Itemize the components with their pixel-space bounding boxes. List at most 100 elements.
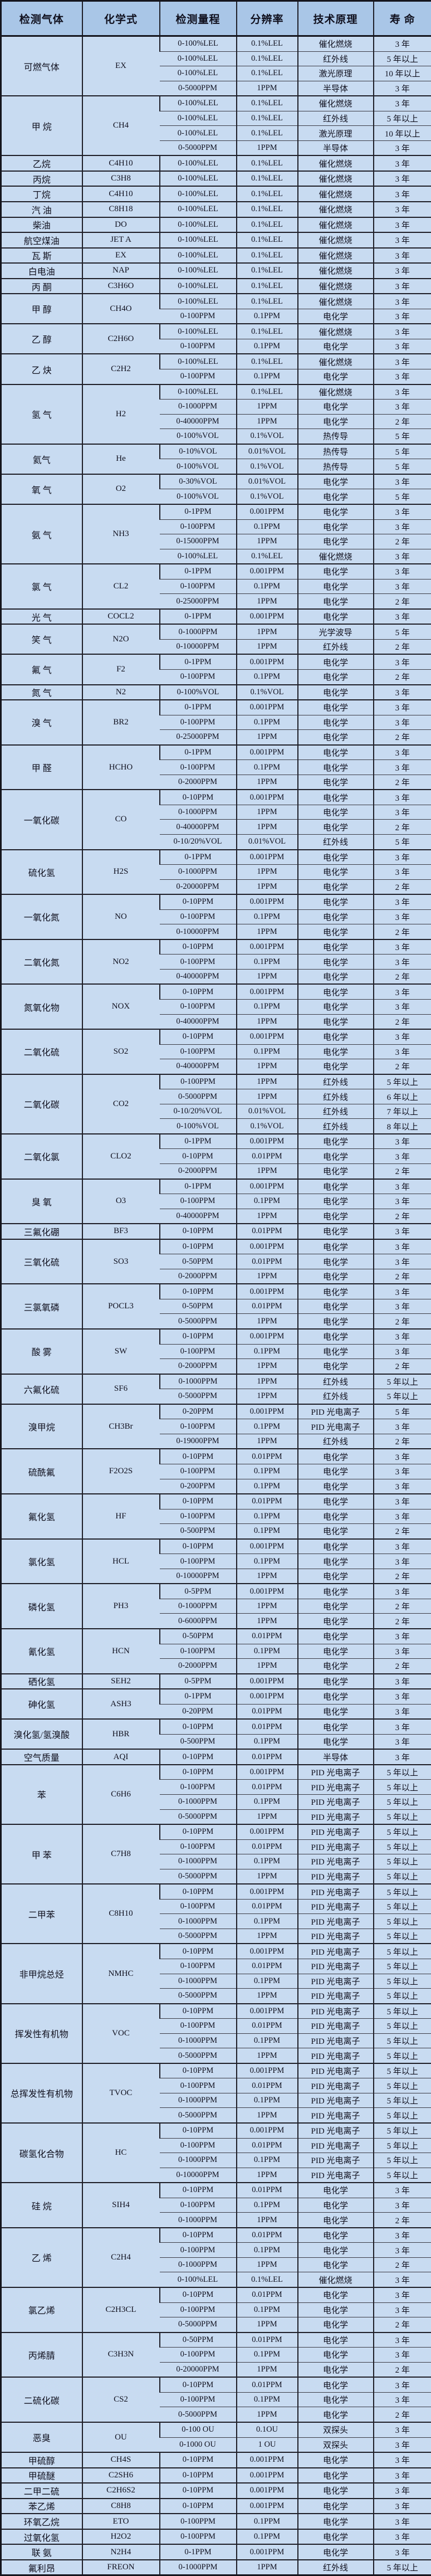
formula-cell: NH3 (82, 504, 160, 564)
gas-name-cell: 甲硫醚 (1, 2468, 82, 2484)
range-cell: 0-50PPM (160, 1629, 237, 1644)
lifespan-cell: 5 年以上 (374, 2019, 431, 2034)
range-cell: 0-5000PPM (160, 1809, 237, 1824)
range-cell: 0-10PPM (160, 1539, 237, 1554)
lifespan-cell: 3 年 (374, 909, 431, 924)
principle-cell: 电化学 (298, 984, 374, 999)
gas-name-cell: 溴甲烷 (1, 1404, 82, 1449)
formula-cell: NMHC (82, 1944, 160, 2003)
range-cell: 0-10PPM (160, 1284, 237, 1299)
principle-cell: 电化学 (298, 1209, 374, 1224)
formula-cell: C2H3CL (82, 2287, 160, 2332)
gas-name-cell: 苯乙烯 (1, 2499, 82, 2514)
formula-cell: CH4O (82, 294, 160, 324)
range-cell: 0-100PPM (160, 1644, 237, 1659)
principle-cell: 催化燃烧 (298, 155, 374, 171)
range-cell: 0-1PPM (160, 700, 237, 715)
formula-cell: CH3Br (82, 1404, 160, 1449)
lifespan-cell: 3 年 (374, 2272, 431, 2287)
range-cell: 0-10PPM (160, 2004, 237, 2019)
range-cell: 0-100%LEL (160, 232, 237, 248)
lifespan-cell: 3 年 (374, 2198, 431, 2213)
resolution-cell: 0.1%LEL (237, 36, 298, 52)
resolution-cell: 1PPM (237, 140, 298, 155)
lifespan-cell: 3 年 (374, 1044, 431, 1059)
resolution-cell: 0.001PPM (237, 1329, 298, 1344)
principle-cell: 红外线 (298, 834, 374, 849)
gas-name-cell: 氮氧化物 (1, 984, 82, 1029)
lifespan-cell: 3 年 (374, 2228, 431, 2243)
lifespan-cell: 3 年 (374, 1284, 431, 1299)
gas-name-cell: 二甲二硫 (1, 2483, 82, 2499)
formula-cell: COCL2 (82, 609, 160, 625)
formula-cell: HCN (82, 1629, 160, 1674)
range-cell: 0-100%LEL (160, 51, 237, 66)
gas-name-cell: 氯 气 (1, 564, 82, 609)
range-cell: 0-100PPM (160, 2348, 237, 2363)
resolution-cell: 0.1PPM (237, 2033, 298, 2048)
lifespan-cell: 3 年 (374, 760, 431, 775)
gas-name-cell: 可燃气体 (1, 36, 82, 96)
principle-cell: 催化燃烧 (298, 217, 374, 233)
formula-cell: VOC (82, 2004, 160, 2063)
lifespan-cell: 3 年 (374, 2544, 431, 2560)
resolution-cell: 0.1%VOL (237, 489, 298, 504)
principle-cell: 电化学 (298, 1719, 374, 1734)
range-cell: 0-1000PPM (160, 1974, 237, 1989)
range-cell: 0-100%LEL (160, 171, 237, 187)
principle-cell: 电化学 (298, 2243, 374, 2258)
range-cell: 0-1000PPM (160, 2560, 237, 2575)
lifespan-cell: 5 年以上 (374, 1899, 431, 1914)
lifespan-cell: 5 年以上 (374, 1974, 431, 1989)
principle-cell: 电化学 (298, 1554, 374, 1569)
principle-cell: 红外线 (298, 111, 374, 126)
gas-name-cell: 白电油 (1, 263, 82, 279)
resolution-cell: 0.001PPM (237, 850, 298, 865)
column-header-gas: 检测气体 (1, 1, 82, 36)
range-cell: 0-10PPM (160, 984, 237, 999)
principle-cell: 电化学 (298, 2348, 374, 2363)
range-cell: 0-100%LEL (160, 279, 237, 294)
lifespan-cell: 5 年以上 (374, 1809, 431, 1824)
lifespan-cell: 3 年 (374, 519, 431, 534)
resolution-cell: 0.01PPM (237, 1749, 298, 1765)
range-cell: 0-100%LEL (160, 2272, 237, 2287)
range-cell: 0-100PPM (160, 2198, 237, 2213)
range-cell: 0-100%LEL (160, 248, 237, 264)
lifespan-cell: 5 年以上 (374, 111, 431, 126)
gas-name-cell: 溴 气 (1, 700, 82, 745)
range-cell: 0-2000PPM (160, 1164, 237, 1179)
lifespan-cell: 5 年以上 (374, 1944, 431, 1959)
formula-cell: HCHO (82, 745, 160, 790)
principle-cell: 催化燃烧 (298, 186, 374, 202)
resolution-cell: 1PPM (237, 1269, 298, 1284)
lifespan-cell: 2 年 (374, 969, 431, 984)
range-cell: 0-1000PPM (160, 1794, 237, 1809)
principle-cell: 电化学 (298, 1674, 374, 1689)
gas-name-cell: 联 氨 (1, 2544, 82, 2560)
resolution-cell: 0.01PPM (237, 2138, 298, 2153)
range-cell: 0-10/20%VOL (160, 834, 237, 849)
formula-cell: BF3 (82, 1224, 160, 1239)
principle-cell: 半导体 (298, 1749, 374, 1765)
lifespan-cell: 3 年 (374, 790, 431, 805)
resolution-cell: 0.01PPM (237, 2078, 298, 2093)
range-cell: 0-20000PPM (160, 879, 237, 894)
range-cell: 0-1PPM (160, 504, 237, 519)
principle-cell: 红外线 (298, 1089, 374, 1104)
principle-cell: 电化学 (298, 1000, 374, 1015)
range-cell: 0-100%LEL (160, 96, 237, 111)
range-cell: 0-100PPM (160, 1959, 237, 1974)
resolution-cell: 0.1%LEL (237, 248, 298, 264)
